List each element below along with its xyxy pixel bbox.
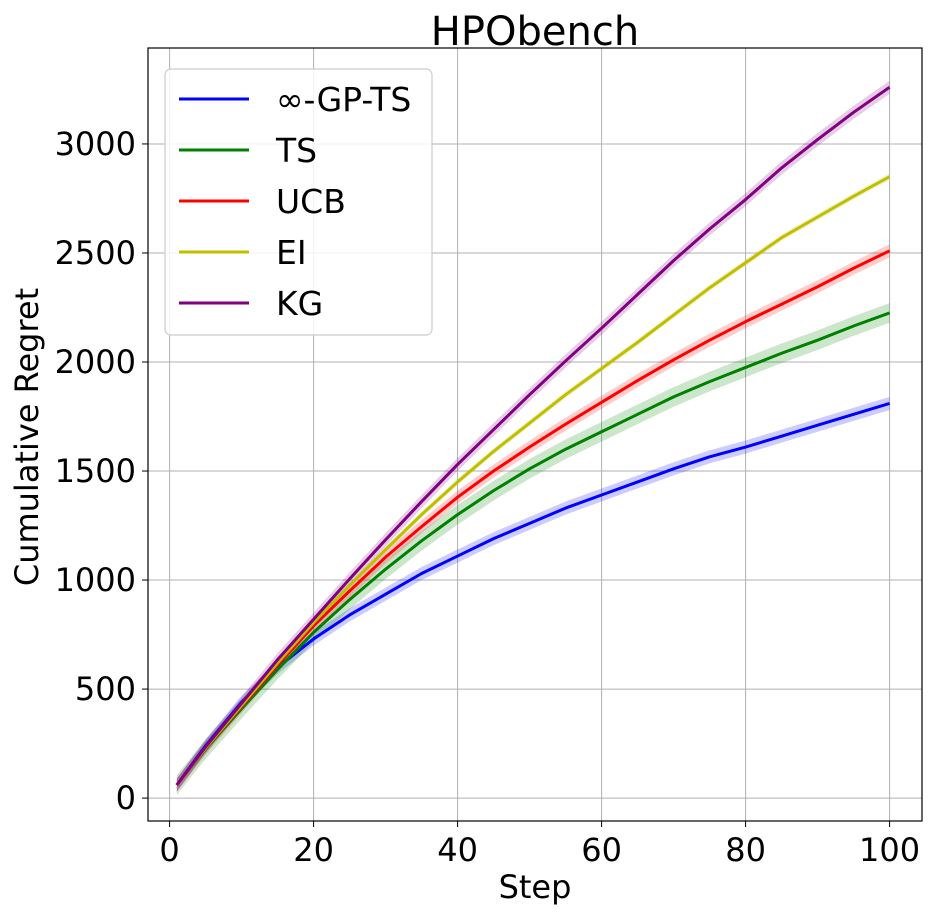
series-lines <box>175 86 891 786</box>
x-tick-label: 40 <box>437 831 478 869</box>
x-tick-label: 20 <box>293 831 334 869</box>
series-line <box>175 175 891 786</box>
legend-label: UCB <box>276 182 346 221</box>
legend-label: TS <box>275 131 317 170</box>
series-line <box>175 249 891 786</box>
series-line <box>175 311 891 786</box>
x-axis-label: Step <box>499 868 572 906</box>
series-line <box>175 86 891 786</box>
legend-label: KG <box>276 284 323 323</box>
y-tick-label: 3000 <box>55 125 136 163</box>
y-tick-label: 0 <box>116 779 136 817</box>
x-tick-label: 100 <box>859 831 920 869</box>
y-tick-label: 500 <box>75 670 136 708</box>
y-axis-ticks: 0 500 1000 1500 2000 2500 3000 <box>55 125 148 817</box>
legend-label: ∞-GP-TS <box>276 80 411 119</box>
y-tick-label: 1000 <box>55 561 136 599</box>
chart-title: HPObench <box>431 9 639 55</box>
legend-box <box>164 68 433 336</box>
x-axis-ticks: 0 20 40 60 80 100 <box>159 821 920 869</box>
y-axis-label: Cumulative Regret <box>8 288 46 586</box>
x-tick-label: 80 <box>725 831 766 869</box>
legend: ∞-GP-TS TS UCB EI KG <box>164 68 433 336</box>
legend-label: EI <box>276 233 307 272</box>
y-tick-label: 2500 <box>55 234 136 272</box>
y-tick-label: 2000 <box>55 343 136 381</box>
y-tick-label: 1500 <box>55 452 136 490</box>
x-tick-label: 0 <box>159 831 179 869</box>
plot-frame <box>147 47 923 822</box>
x-tick-label: 60 <box>581 831 622 869</box>
